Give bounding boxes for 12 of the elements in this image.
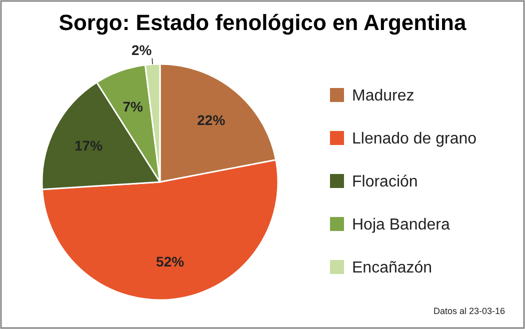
legend-label: Floración bbox=[352, 174, 418, 191]
legend-label: Llenado de grano bbox=[352, 130, 477, 148]
legend-label: Madurez bbox=[352, 88, 414, 105]
chart-title: Sorgo: Estado fenológico en Argentina bbox=[58, 10, 467, 35]
data-label: 17% bbox=[74, 137, 104, 154]
legend-label: Hoja Bandera bbox=[352, 216, 450, 234]
data-label: 2% bbox=[131, 42, 152, 58]
text: Datos al 23-03-16 bbox=[433, 306, 505, 316]
data-label: 22% bbox=[197, 112, 226, 128]
legend-label: Encañazón bbox=[352, 260, 432, 277]
data-label: 7% bbox=[122, 98, 144, 114]
data-label: 52% bbox=[156, 254, 185, 270]
